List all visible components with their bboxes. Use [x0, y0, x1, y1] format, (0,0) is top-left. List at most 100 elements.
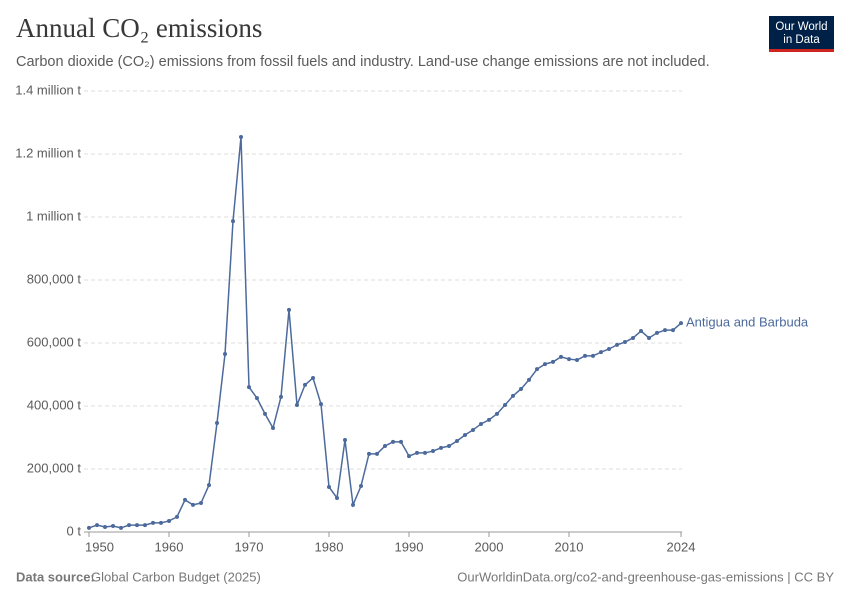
point [495, 411, 499, 416]
point [463, 432, 467, 437]
point [151, 520, 155, 525]
point [263, 411, 267, 416]
y-tick-label: 400,000 t [27, 397, 82, 412]
source-label: Data source: [16, 569, 95, 584]
point [671, 328, 675, 333]
logo-text: in Data [783, 34, 820, 46]
chart-title: Annual CO₂ emissions [16, 13, 262, 43]
point [503, 403, 507, 408]
point [527, 377, 531, 382]
point [679, 321, 683, 326]
point [231, 219, 235, 224]
point [255, 396, 259, 401]
url[interactable]: OurWorldinData.org/co2-and-greenhouse-ga… [457, 569, 834, 584]
point [591, 353, 595, 358]
subtitle: Carbon dioxide (CO₂) emissions from foss… [16, 54, 710, 70]
y-tick-label: 600,000 t [27, 334, 82, 349]
point [375, 451, 379, 456]
point [383, 444, 387, 449]
point [655, 330, 659, 335]
point [415, 450, 419, 455]
series-label: Antigua and Barbuda [686, 315, 809, 330]
x-tick-label: 1980 [315, 539, 344, 554]
point [223, 352, 227, 357]
point [575, 358, 579, 363]
point [167, 518, 171, 523]
x-tick-label: 2024 [667, 539, 696, 554]
point [511, 393, 515, 398]
logo-bar [769, 49, 834, 52]
point [455, 438, 459, 443]
point [407, 454, 411, 459]
point [327, 484, 331, 489]
point [119, 525, 123, 530]
y-tick-label: 800,000 t [27, 271, 82, 286]
x-tick-label: 1990 [395, 539, 424, 554]
x-tick-label: 2010 [555, 539, 584, 554]
point [207, 483, 211, 488]
point [271, 426, 275, 431]
point [111, 524, 115, 529]
point [343, 438, 347, 443]
point [159, 520, 163, 525]
point [103, 524, 107, 529]
point [311, 375, 315, 380]
point [423, 450, 427, 455]
point [127, 523, 131, 528]
point [399, 439, 403, 444]
point [295, 403, 299, 408]
point [543, 362, 547, 367]
point [199, 501, 203, 506]
point [535, 367, 539, 372]
point [215, 421, 219, 426]
point [95, 523, 99, 528]
point [663, 328, 667, 333]
y-tick-label: 0 t [67, 523, 82, 538]
point [143, 523, 147, 528]
point [487, 417, 491, 422]
point [319, 402, 323, 407]
x-tick-label: 1960 [155, 539, 184, 554]
y-tick-label: 1 million t [26, 208, 81, 223]
y-tick-label: 1.4 million t [15, 82, 81, 97]
point [359, 484, 363, 489]
logo-text: Our World [775, 21, 827, 33]
logo[interactable] [769, 16, 834, 52]
point [567, 357, 571, 362]
point [519, 386, 523, 391]
point [303, 382, 307, 387]
point [599, 350, 603, 355]
point [647, 335, 651, 340]
point [175, 514, 179, 519]
point [551, 359, 555, 364]
point [583, 353, 587, 358]
point [287, 307, 291, 312]
point [559, 354, 563, 359]
x-tick-label: 1950 [85, 539, 114, 554]
point [351, 502, 355, 507]
x-tick-label: 1970 [235, 539, 264, 554]
point [479, 421, 483, 426]
point [607, 346, 611, 351]
point [615, 342, 619, 347]
point [87, 525, 91, 530]
point [135, 523, 139, 528]
point [279, 394, 283, 399]
point [191, 502, 195, 507]
point [367, 451, 371, 456]
point [431, 449, 435, 454]
point [439, 445, 443, 450]
point [631, 335, 635, 340]
source: Global Carbon Budget (2025) [91, 569, 261, 584]
point [247, 385, 251, 390]
point [183, 497, 187, 502]
point [239, 134, 243, 139]
y-tick-label: 1.2 million t [15, 145, 81, 160]
point [623, 340, 627, 345]
point [639, 329, 643, 334]
x-tick-label: 2000 [475, 539, 504, 554]
point [335, 495, 339, 500]
point [471, 427, 475, 432]
point [447, 444, 451, 449]
